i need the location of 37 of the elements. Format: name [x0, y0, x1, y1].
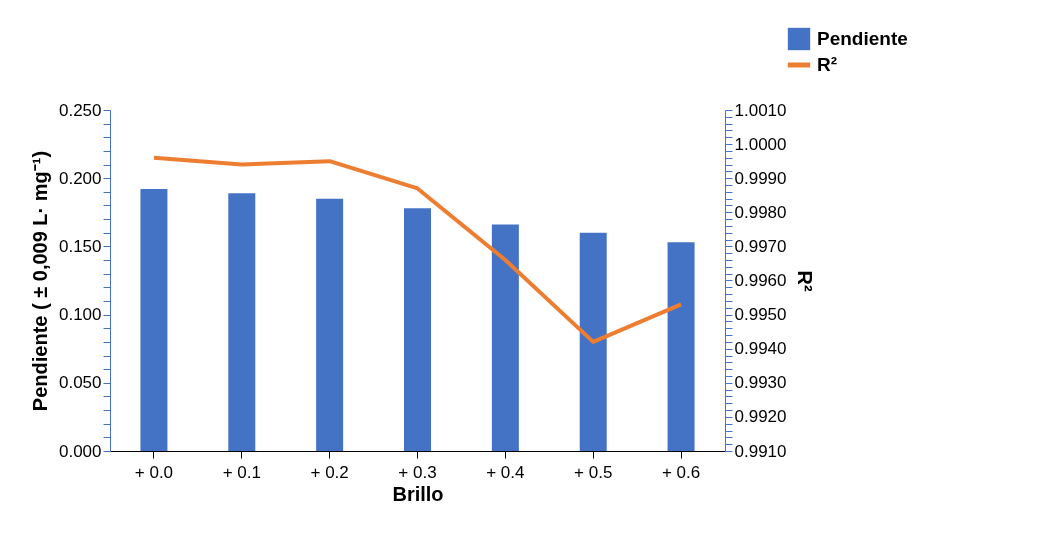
y-tick-label: 0.100 [58, 305, 102, 325]
y2-tick-label: 0.9930 [734, 373, 787, 393]
x-tick-label: + 0.4 [486, 462, 525, 482]
y-tick-label: 0.250 [58, 100, 102, 120]
y-tick-label: 0.000 [58, 441, 102, 461]
y2-tick-label: 0.9960 [734, 271, 787, 290]
y-tick-label: 0.200 [58, 168, 102, 188]
x-tick-label: + 0.1 [222, 462, 261, 482]
bar [579, 232, 607, 451]
x-tick-label: + 0.6 [661, 462, 701, 482]
x-axis-title: Brillo [392, 482, 444, 505]
bar [667, 242, 695, 451]
y2-tick-label: 1.0000 [734, 134, 787, 154]
y-tick-label: 0.150 [58, 236, 102, 256]
bar [491, 224, 519, 451]
y2-tick-label: 0.9970 [734, 236, 787, 256]
x-tick-label: + 0.3 [398, 462, 437, 482]
y2-tick-label: 0.9980 [734, 202, 787, 222]
y2-tick-label: 0.9910 [734, 441, 787, 461]
bar [404, 208, 431, 451]
legend-label: R² [817, 54, 838, 75]
x-tick-label: + 0.0 [134, 462, 174, 482]
bar [316, 198, 344, 451]
bar [228, 193, 256, 451]
y-tick-label: 0.050 [58, 373, 102, 393]
x-tick-label: + 0.5 [574, 462, 613, 482]
y2-tick-label: 0.9920 [734, 407, 787, 427]
y-axis-title: Pendiente ( ± 0,009 L· mg⁻¹) [28, 150, 51, 412]
bar [140, 189, 168, 451]
y2-tick-label: 0.9940 [734, 339, 787, 359]
y2-axis-title: R² [794, 270, 817, 292]
y2-tick-label: 0.9990 [734, 168, 787, 188]
x-tick-label: + 0.2 [310, 462, 349, 482]
legend-label: Pendiente [817, 28, 908, 49]
y2-tick-label: 0.9950 [734, 305, 787, 325]
line-series [151, 155, 684, 344]
y2-tick-label: 1.0010 [734, 100, 787, 120]
